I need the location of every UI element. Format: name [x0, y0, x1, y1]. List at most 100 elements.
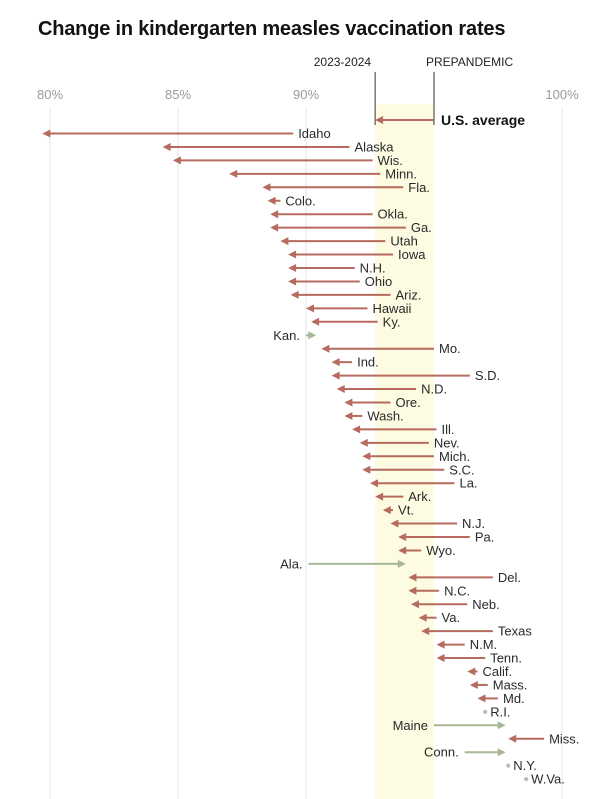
- state-label-idaho: Idaho: [298, 126, 331, 141]
- state-arrow-nev-head: [359, 438, 368, 447]
- band-end-label: PREPANDEMIC: [426, 55, 513, 69]
- state-label-va: Va.: [442, 610, 461, 625]
- state-arrow-mo-head: [321, 344, 330, 353]
- state-arrow-la-head: [370, 479, 378, 488]
- state-arrow-colo-head: [267, 196, 276, 205]
- state-arrow-w-va-dot: [524, 777, 529, 782]
- state-arrow-maine-head: [497, 721, 506, 730]
- state-arrow-ark-head: [375, 492, 384, 501]
- state-arrow-n-y-dot: [506, 763, 511, 768]
- state-arrow-ore-head: [344, 398, 353, 407]
- state-label-mo: Mo.: [439, 341, 461, 356]
- chart-title: Change in kindergarten measles vaccinati…: [38, 18, 506, 40]
- state-arrow-ky-head: [311, 317, 320, 326]
- state-arrow-okla-head: [270, 210, 279, 219]
- state-label-tenn: Tenn.: [490, 651, 522, 666]
- state-label-n-c: N.C.: [444, 583, 470, 598]
- state-label-vt: Vt.: [398, 503, 414, 518]
- state-arrow-alaska-head: [162, 142, 171, 151]
- state-label-n-j: N.J.: [462, 516, 485, 531]
- state-label-mich: Mich.: [439, 449, 470, 464]
- state-label-wis: Wis.: [378, 153, 403, 168]
- state-arrow-ill-head: [352, 425, 361, 434]
- state-arrow-minn-head: [229, 169, 238, 178]
- state-label-okla: Okla.: [378, 207, 408, 222]
- state-arrow-ga-head: [270, 223, 279, 232]
- state-arrow-md-head: [477, 694, 486, 703]
- state-label-n-d: N.D.: [421, 382, 447, 397]
- state-label-ga: Ga.: [411, 220, 432, 235]
- state-label-neb: Neb.: [472, 597, 499, 612]
- state-label-minn: Minn.: [385, 166, 417, 181]
- state-arrow-ohio-head: [288, 277, 297, 286]
- state-label-s-c: S.C.: [449, 462, 474, 477]
- state-label-r-i: R.I.: [490, 704, 510, 719]
- state-arrow-texas-head: [421, 627, 430, 636]
- state-label-n-y: N.Y.: [513, 758, 537, 773]
- state-arrow-idaho-head: [42, 129, 51, 138]
- state-label-colo: Colo.: [285, 193, 315, 208]
- state-arrow-pa-head: [398, 533, 407, 541]
- state-arrow-iowa-head: [288, 250, 297, 259]
- state-label-md: Md.: [503, 691, 525, 706]
- state-arrow-conn-head: [497, 748, 506, 757]
- us-average-arrow-head: [375, 116, 384, 124]
- state-label-alaska: Alaska: [355, 139, 395, 154]
- state-arrow-vt-head: [382, 506, 391, 515]
- state-label-wash: Wash.: [367, 408, 403, 423]
- x-tick-label: 90%: [293, 87, 319, 102]
- state-label-iowa: Iowa: [398, 247, 426, 262]
- state-arrow-va-head: [418, 613, 427, 622]
- state-label-mass: Mass.: [493, 677, 528, 692]
- state-arrow-miss-head: [508, 734, 517, 743]
- state-label-fla: Fla.: [408, 180, 430, 195]
- state-arrow-ariz-head: [290, 290, 299, 299]
- state-label-ind: Ind.: [357, 355, 379, 370]
- state-arrow-n-m-head: [436, 640, 445, 649]
- state-arrow-n-j-head: [390, 519, 399, 528]
- state-label-hawaii: Hawaii: [372, 301, 411, 316]
- state-label-n-m: N.M.: [470, 637, 497, 652]
- state-label-s-d: S.D.: [475, 368, 500, 383]
- band-start-label: 2023-2024: [314, 55, 372, 69]
- state-arrow-ala-head: [397, 559, 406, 568]
- state-arrow-r-i-dot: [483, 709, 488, 714]
- state-arrow-s-d-head: [331, 371, 340, 380]
- state-label-ore: Ore.: [395, 395, 420, 410]
- state-arrow-tenn-head: [436, 654, 445, 663]
- state-arrow-utah-head: [280, 237, 289, 246]
- state-arrow-s-c-head: [362, 465, 371, 474]
- state-arrow-n-d-head: [336, 385, 345, 394]
- state-arrow-ind-head: [331, 358, 340, 367]
- state-arrow-n-h-head: [288, 264, 297, 272]
- state-arrow-n-c-head: [408, 586, 417, 595]
- state-label-ala: Ala.: [280, 556, 302, 571]
- state-label-texas: Texas: [498, 624, 532, 639]
- band-highlight: [375, 104, 434, 799]
- state-label-conn: Conn.: [424, 745, 459, 760]
- state-arrow-kan-head: [308, 331, 317, 340]
- state-label-miss: Miss.: [549, 731, 579, 746]
- state-label-w-va: W.Va.: [531, 772, 565, 787]
- state-label-ariz: Ariz.: [395, 287, 421, 302]
- state-label-maine: Maine: [393, 718, 428, 733]
- state-label-ohio: Ohio: [365, 274, 392, 289]
- state-label-ark: Ark.: [408, 489, 431, 504]
- state-label-kan: Kan.: [273, 328, 300, 343]
- state-label-ill: Ill.: [442, 422, 455, 437]
- state-label-calif: Calif.: [483, 664, 513, 679]
- state-arrow-neb-head: [410, 600, 419, 609]
- state-arrow-wis-head: [172, 156, 181, 165]
- state-label-utah: Utah: [390, 234, 417, 249]
- x-tick-label: 85%: [165, 87, 191, 102]
- state-arrow-wash-head: [344, 411, 353, 420]
- state-label-ky: Ky.: [383, 314, 401, 329]
- us-average-label: U.S. average: [441, 112, 525, 128]
- state-label-nev: Nev.: [434, 435, 460, 450]
- x-tick-label: 100%: [545, 87, 579, 102]
- state-arrow-mass-head: [469, 680, 478, 689]
- x-tick-label: 80%: [37, 87, 63, 102]
- state-label-wyo: Wyo.: [426, 543, 456, 558]
- state-arrow-del-head: [408, 573, 417, 582]
